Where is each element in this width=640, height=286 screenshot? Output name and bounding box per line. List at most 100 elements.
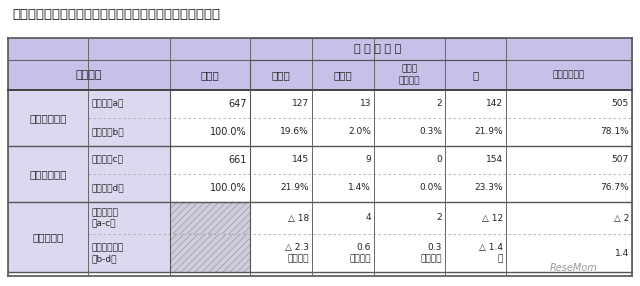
Bar xyxy=(170,202,250,234)
Text: 76.7%: 76.7% xyxy=(600,184,629,192)
Bar xyxy=(88,118,170,146)
Text: 661: 661 xyxy=(228,155,247,165)
Bar xyxy=(374,234,445,272)
Bar xyxy=(445,202,506,234)
Text: 構成比の増減
（b-d）: 構成比の増減 （b-d） xyxy=(92,243,124,263)
Text: △ 1.4
ポ: △ 1.4 ポ xyxy=(479,243,503,263)
Bar xyxy=(506,90,632,118)
Bar xyxy=(312,174,374,202)
Text: 100.0%: 100.0% xyxy=(211,183,247,193)
Text: 0.3%: 0.3% xyxy=(419,128,442,136)
Bar xyxy=(374,118,445,146)
Text: 2: 2 xyxy=(436,214,442,223)
Text: 0.6
ポイント: 0.6 ポイント xyxy=(349,243,371,263)
Bar xyxy=(170,60,250,90)
Text: △ 2: △ 2 xyxy=(614,214,629,223)
Text: 据え置いた園: 据え置いた園 xyxy=(553,71,585,80)
Text: ２　初年度納付金（合計額）の昨年度からの変更等の状況: ２ 初年度納付金（合計額）の昨年度からの変更等の状況 xyxy=(12,8,220,21)
Bar xyxy=(88,202,170,234)
Text: 23.3%: 23.3% xyxy=(474,184,503,192)
Bar xyxy=(445,90,506,118)
Text: 647: 647 xyxy=(228,99,247,109)
Text: 13: 13 xyxy=(360,100,371,108)
Text: 対前年度比: 対前年度比 xyxy=(33,232,63,242)
Bar xyxy=(170,234,250,272)
Text: 新設・
募集再開: 新設・ 募集再開 xyxy=(399,64,420,86)
Text: 1.4%: 1.4% xyxy=(348,184,371,192)
Bar xyxy=(8,90,88,146)
Bar xyxy=(312,90,374,118)
Bar xyxy=(170,146,250,174)
Bar xyxy=(445,174,506,202)
Bar xyxy=(506,234,632,272)
Bar xyxy=(88,174,170,202)
Text: 1.4: 1.4 xyxy=(615,249,629,257)
Text: 4: 4 xyxy=(365,214,371,223)
Bar xyxy=(312,234,374,272)
Bar xyxy=(250,90,312,118)
Text: △ 2.3
ポイント: △ 2.3 ポイント xyxy=(285,243,309,263)
Bar xyxy=(250,38,506,60)
Bar xyxy=(88,146,170,174)
Bar xyxy=(8,60,170,90)
Bar xyxy=(88,234,170,272)
Bar xyxy=(8,202,88,272)
Text: 平成３０年度: 平成３０年度 xyxy=(29,113,67,123)
Text: 78.1%: 78.1% xyxy=(600,128,629,136)
Text: 平成２９年度: 平成２９年度 xyxy=(29,169,67,179)
Bar xyxy=(445,60,506,90)
Text: 21.9%: 21.9% xyxy=(280,184,309,192)
Text: 154: 154 xyxy=(486,156,503,164)
Text: 142: 142 xyxy=(486,100,503,108)
Bar xyxy=(250,146,312,174)
Bar xyxy=(250,174,312,202)
Bar xyxy=(312,146,374,174)
Text: ReseMom: ReseMom xyxy=(549,263,597,273)
Bar xyxy=(374,90,445,118)
Bar xyxy=(312,60,374,90)
Bar xyxy=(312,202,374,234)
Bar xyxy=(250,60,312,90)
Text: 0: 0 xyxy=(436,156,442,164)
Bar xyxy=(8,38,170,60)
Text: 計: 計 xyxy=(472,70,479,80)
Text: 園数の増減
（a-c）: 園数の増減 （a-c） xyxy=(92,208,119,228)
Text: 507: 507 xyxy=(612,156,629,164)
Text: 園数　（a）: 園数 （a） xyxy=(92,100,124,108)
Bar xyxy=(374,146,445,174)
Bar xyxy=(445,118,506,146)
Bar xyxy=(8,146,88,202)
Bar xyxy=(506,202,632,234)
Text: 調査園: 調査園 xyxy=(200,70,220,80)
Bar xyxy=(170,38,250,60)
Bar xyxy=(170,118,250,146)
Bar xyxy=(88,90,170,118)
Bar xyxy=(506,174,632,202)
Text: 127: 127 xyxy=(292,100,309,108)
Bar xyxy=(250,234,312,272)
Bar xyxy=(312,118,374,146)
Text: 構成比（b）: 構成比（b） xyxy=(92,128,125,136)
Text: 9: 9 xyxy=(365,156,371,164)
Text: 年　　度: 年 度 xyxy=(76,70,102,80)
Text: 構成比（d）: 構成比（d） xyxy=(92,184,125,192)
Bar xyxy=(250,202,312,234)
Text: 値上げ: 値上げ xyxy=(271,70,291,80)
Bar xyxy=(170,202,250,234)
Bar xyxy=(170,174,250,202)
Text: 園数　（c）: 園数 （c） xyxy=(92,156,124,164)
Text: 2: 2 xyxy=(436,100,442,108)
Bar xyxy=(250,118,312,146)
Bar xyxy=(506,38,632,60)
Bar xyxy=(374,174,445,202)
Bar xyxy=(506,60,632,90)
Bar xyxy=(170,234,250,272)
Bar xyxy=(506,146,632,174)
Bar xyxy=(445,234,506,272)
Bar xyxy=(506,118,632,146)
Bar xyxy=(445,146,506,174)
Text: 21.9%: 21.9% xyxy=(474,128,503,136)
Text: 値下げ: 値下げ xyxy=(333,70,353,80)
Text: 変 更 し た 園: 変 更 し た 園 xyxy=(355,44,401,54)
Text: 19.6%: 19.6% xyxy=(280,128,309,136)
